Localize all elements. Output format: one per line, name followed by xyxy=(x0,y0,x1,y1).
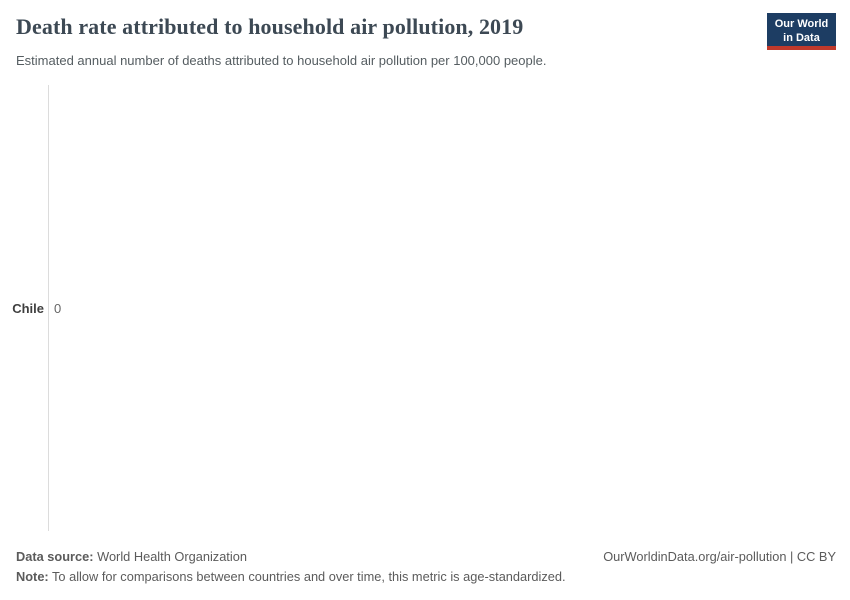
data-source-line: Data source: World Health Organization xyxy=(16,549,247,565)
note-line: Note: To allow for comparisons between c… xyxy=(16,569,566,585)
bar-value-label: 0 xyxy=(54,301,62,316)
page-title: Death rate attributed to household air p… xyxy=(16,14,524,39)
chart-subtitle: Estimated annual number of deaths attrib… xyxy=(16,53,547,68)
data-source-value: World Health Organization xyxy=(97,549,247,564)
owid-logo-line2: in Data xyxy=(783,31,820,44)
license-link[interactable]: OurWorldinData.org/air-pollution | CC BY xyxy=(603,549,836,564)
owid-logo-line1: Our World xyxy=(774,18,829,30)
y-axis-line xyxy=(48,85,49,531)
note-value: To allow for comparisons between countri… xyxy=(52,569,566,584)
data-source-label: Data source: xyxy=(16,549,94,564)
bar-entity-label: Chile xyxy=(12,301,44,316)
owid-logo[interactable]: Our World in Data xyxy=(767,13,836,50)
note-label: Note: xyxy=(16,569,49,584)
